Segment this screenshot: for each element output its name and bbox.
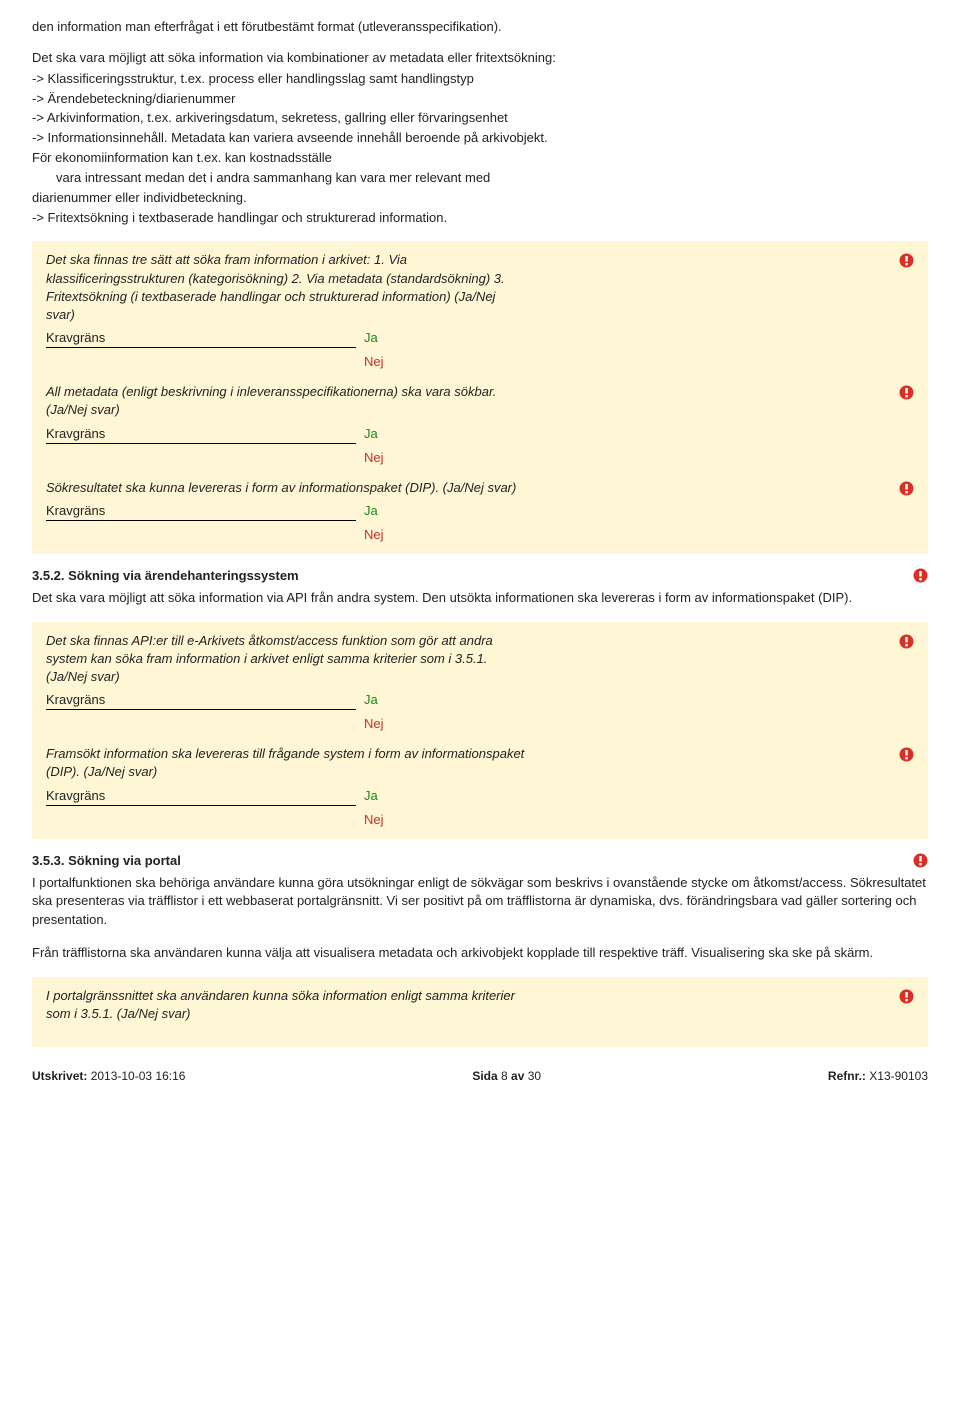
intro-paragraph-1: den information man efterfrågat i ett fö…: [32, 18, 928, 37]
answer-ja: Ja: [356, 426, 378, 444]
kravgrans-row: Kravgräns Ja: [46, 788, 516, 806]
answer-nej: Nej: [46, 450, 516, 465]
intro-list-item: -> Klassificeringsstruktur, t.ex. proces…: [32, 70, 928, 89]
footer-right: Refnr.: X13-90103: [828, 1069, 928, 1083]
intro-ekonomi-line-1: För ekonomiinformation kan t.ex. kan kos…: [32, 149, 928, 168]
intro-list-item: -> Arkivinformation, t.ex. arkiveringsda…: [32, 109, 928, 128]
requirement-text: I portalgränssnittet ska användaren kunn…: [46, 987, 526, 1023]
requirement-item: Det ska finnas tre sätt att söka fram in…: [46, 251, 914, 369]
kravgrans-row: Kravgräns Ja: [46, 426, 516, 444]
requirement-item: Sökresultatet ska kunna levereras i form…: [46, 479, 914, 542]
answer-nej: Nej: [46, 812, 516, 827]
intro-list-item: -> Informationsinnehåll. Metadata kan va…: [32, 129, 928, 148]
answer-nej: Nej: [46, 527, 516, 542]
requirement-text: Sökresultatet ska kunna levereras i form…: [46, 479, 526, 497]
requirement-text: Framsökt information ska levereras till …: [46, 745, 526, 781]
kravgrans-row: Kravgräns Ja: [46, 503, 516, 521]
footer-mid-label: Sida: [472, 1069, 501, 1083]
section-body-352: Det ska vara möjligt att söka informatio…: [32, 589, 928, 608]
answer-nej: Nej: [46, 354, 516, 369]
warning-icon: [899, 634, 914, 649]
intro-paragraph-2: Det ska vara möjligt att söka informatio…: [32, 49, 928, 68]
warning-icon: [899, 385, 914, 400]
answer-ja: Ja: [356, 692, 378, 710]
page-footer: Utskrivet: 2013-10-03 16:16 Sida 8 av 30…: [32, 1061, 928, 1087]
intro-list-item: -> Fritextsökning i textbaserade handlin…: [32, 209, 928, 228]
requirement-item: I portalgränssnittet ska användaren kunn…: [46, 987, 914, 1023]
intro-ekonomi-line-3: diarienummer eller individbeteckning.: [32, 189, 928, 208]
warning-icon: [899, 989, 914, 1004]
warning-icon: [913, 568, 928, 583]
document-page: den information man efterfrågat i ett fö…: [0, 0, 960, 1097]
requirement-text: Det ska finnas API:er till e-Arkivets åt…: [46, 632, 526, 687]
kravgrans-label: Kravgräns: [46, 426, 356, 444]
section-body-353-p2: Från träfflistorna ska användaren kunna …: [32, 944, 928, 963]
kravgrans-label: Kravgräns: [46, 330, 356, 348]
requirement-item: Framsökt information ska levereras till …: [46, 745, 914, 826]
kravgrans-label: Kravgräns: [46, 503, 356, 521]
kravgrans-row: Kravgräns Ja: [46, 330, 516, 348]
requirement-text: All metadata (enligt beskrivning i inlev…: [46, 383, 526, 419]
footer-page-num: 8: [501, 1069, 508, 1083]
warning-icon: [899, 481, 914, 496]
section-heading-text: 3.5.2. Sökning via ärendehanteringssyste…: [32, 568, 299, 583]
kravgrans-label: Kravgräns: [46, 692, 356, 710]
warning-icon: [899, 253, 914, 268]
footer-left: Utskrivet: 2013-10-03 16:16: [32, 1069, 185, 1083]
section-heading-text: 3.5.3. Sökning via portal: [32, 853, 181, 868]
requirement-item: Det ska finnas API:er till e-Arkivets åt…: [46, 632, 914, 732]
section-heading-353: 3.5.3. Sökning via portal: [32, 853, 928, 868]
intro-text-block: den information man efterfrågat i ett fö…: [32, 18, 928, 227]
warning-icon: [913, 853, 928, 868]
answer-ja: Ja: [356, 503, 378, 521]
intro-list-item: -> Ärendebeteckning/diarienummer: [32, 90, 928, 109]
answer-ja: Ja: [356, 788, 378, 806]
footer-left-label: Utskrivet:: [32, 1069, 87, 1083]
requirements-box-2: Det ska finnas API:er till e-Arkivets åt…: [32, 622, 928, 839]
section-body-353-p1: I portalfunktionen ska behöriga användar…: [32, 874, 928, 931]
kravgrans-row: Kravgräns Ja: [46, 692, 516, 710]
requirement-item: All metadata (enligt beskrivning i inlev…: [46, 383, 914, 464]
footer-right-value: X13-90103: [866, 1069, 928, 1083]
section-heading-352: 3.5.2. Sökning via ärendehanteringssyste…: [32, 568, 928, 583]
answer-ja: Ja: [356, 330, 378, 348]
warning-icon: [899, 747, 914, 762]
requirements-box-3: I portalgränssnittet ska användaren kunn…: [32, 977, 928, 1047]
answer-nej: Nej: [46, 716, 516, 731]
footer-right-label: Refnr.:: [828, 1069, 866, 1083]
requirement-text: Det ska finnas tre sätt att söka fram in…: [46, 251, 526, 324]
footer-mid: Sida 8 av 30: [472, 1069, 541, 1083]
footer-page-total: 30: [528, 1069, 541, 1083]
footer-mid-of: av: [508, 1069, 528, 1083]
kravgrans-label: Kravgräns: [46, 788, 356, 806]
footer-left-value: 2013-10-03 16:16: [87, 1069, 185, 1083]
requirements-box-1: Det ska finnas tre sätt att söka fram in…: [32, 241, 928, 553]
intro-ekonomi-line-2: vara intressant medan det i andra samman…: [32, 169, 928, 188]
